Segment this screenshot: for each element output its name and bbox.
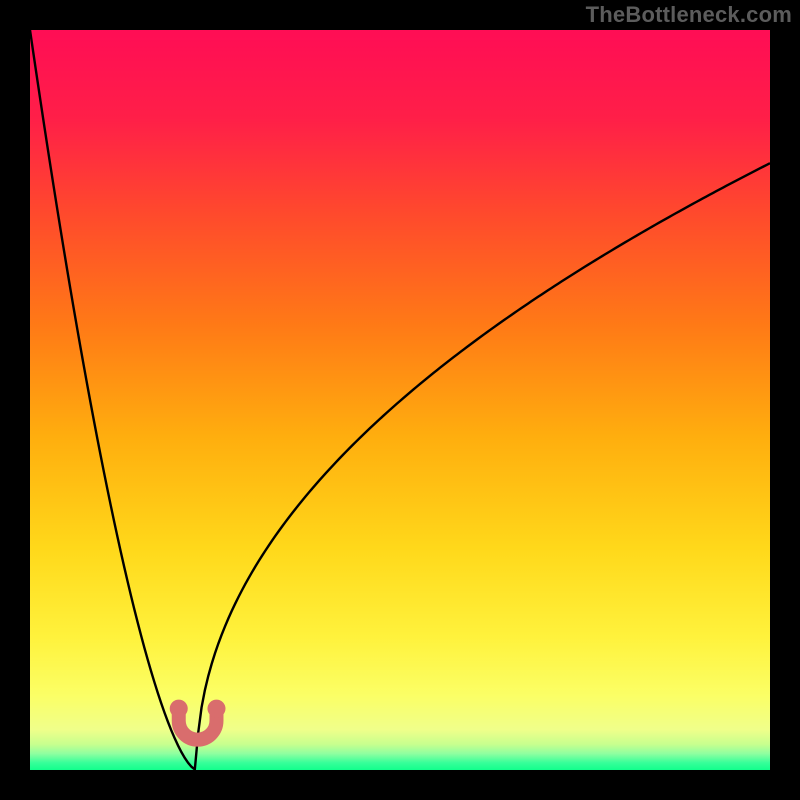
bottleneck-chart <box>0 0 800 800</box>
chart-container: { "watermark": "TheBottleneck.com", "cha… <box>0 0 800 800</box>
